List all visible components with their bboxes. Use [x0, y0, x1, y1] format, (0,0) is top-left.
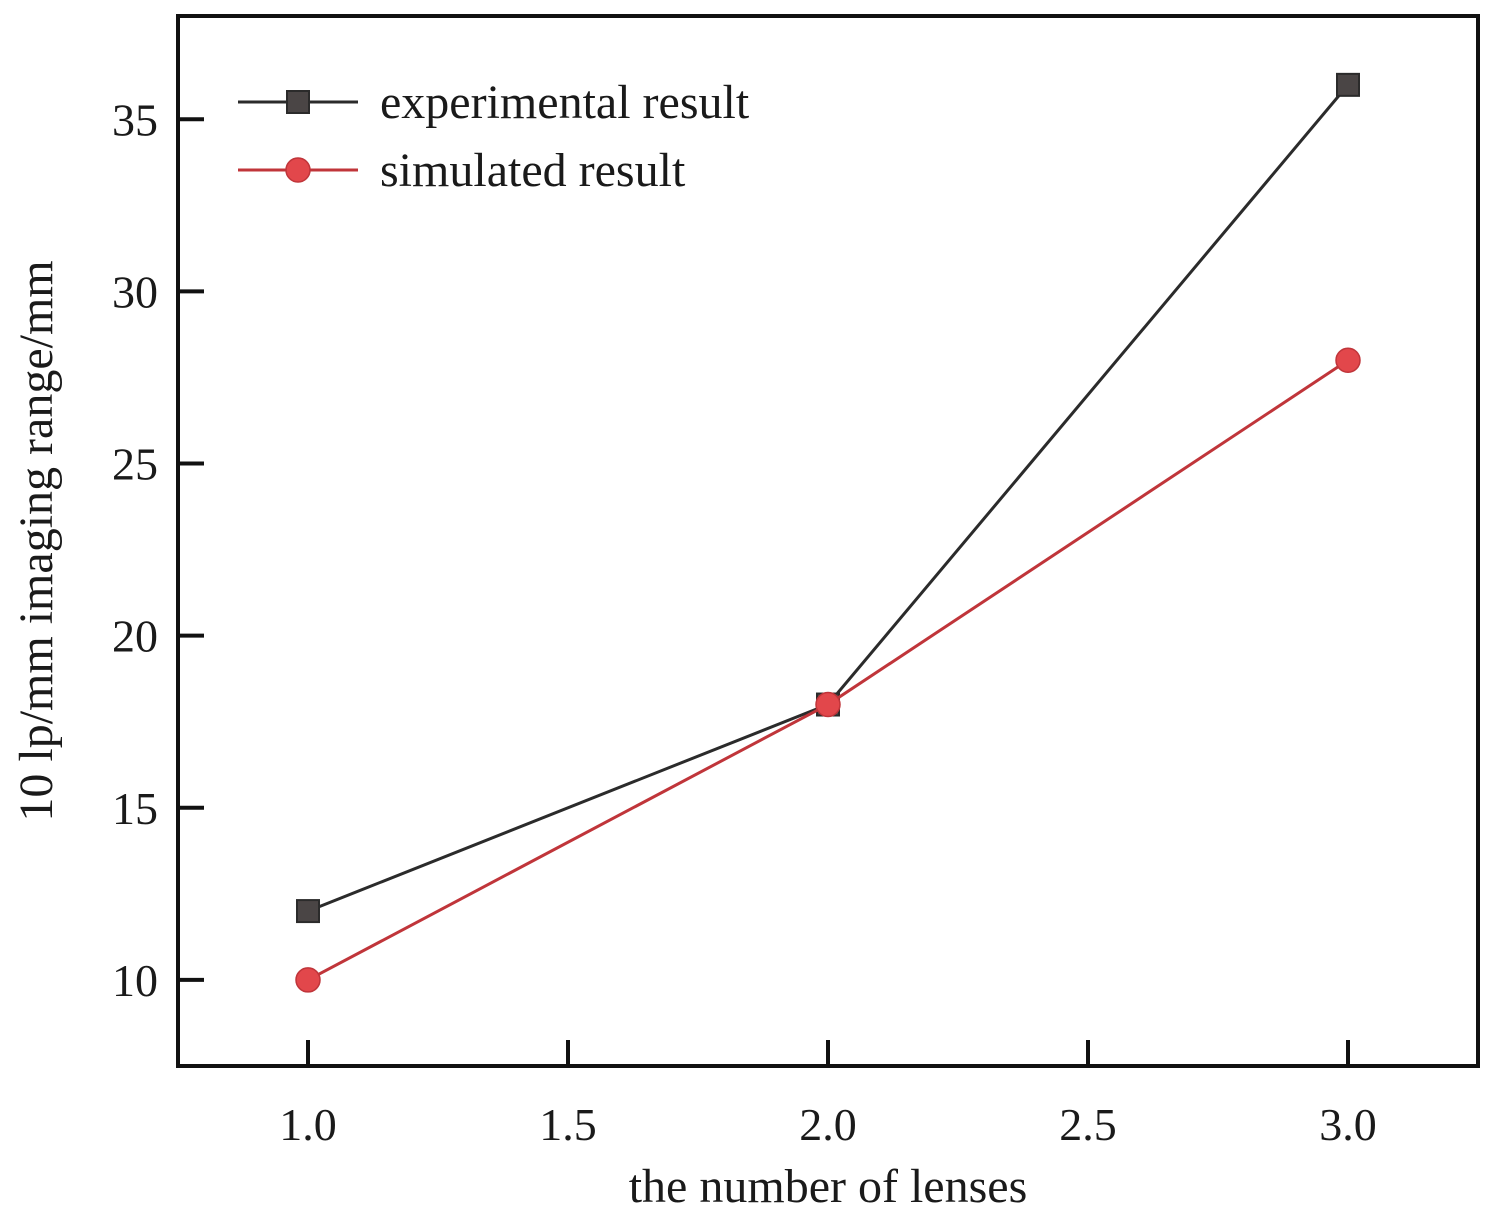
y-tick-label: 10 [112, 955, 158, 1006]
x-tick-label: 2.0 [799, 1099, 857, 1150]
y-tick-label: 30 [112, 266, 158, 317]
data-point [296, 899, 320, 924]
legend-label: simulated result [380, 144, 686, 197]
series-layer [295, 72, 1361, 993]
axes-layer: 1.0 1.5 2.0 2.5 3.0 10 15 20 25 30 35 the number of… [10, 14, 1480, 1213]
y-tick-label: 35 [112, 94, 158, 145]
x-tick-label: 3.0 [1319, 1099, 1377, 1150]
series-experimental [296, 72, 1360, 924]
series-line [307, 83, 1350, 913]
legend-entry: experimental result [238, 76, 750, 129]
y-tick-label: 20 [112, 611, 158, 662]
x-tick-label: 1.5 [539, 1099, 597, 1150]
data-point [295, 967, 321, 993]
data-point [1336, 72, 1360, 97]
legend-marker [285, 157, 311, 183]
legend-entry: simulated result [238, 144, 686, 197]
series-line [307, 359, 1349, 982]
y-axis-title: 10 lp/mm imaging range/mm [10, 260, 63, 821]
series-simulated [295, 347, 1361, 993]
data-point [1335, 347, 1361, 374]
plot-frame [176, 14, 1480, 1068]
data-point [815, 691, 841, 718]
x-tick-label: 1.0 [279, 1099, 337, 1150]
y-tick-label: 25 [112, 439, 158, 490]
x-axis-title: the number of lenses [629, 1160, 1028, 1213]
legend-label: experimental result [380, 76, 750, 129]
x-tick-label: 2.5 [1059, 1099, 1117, 1150]
legend: experimental result simulated result [238, 76, 750, 197]
legend-marker [286, 90, 310, 114]
y-tick-label: 15 [112, 783, 158, 834]
